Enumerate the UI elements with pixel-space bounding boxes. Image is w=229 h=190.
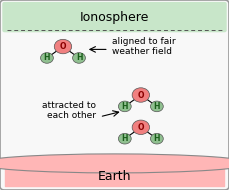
Text: H: H: [122, 134, 128, 143]
Circle shape: [132, 120, 150, 135]
Text: O: O: [60, 42, 66, 51]
Text: Ionosphere: Ionosphere: [80, 11, 149, 24]
Circle shape: [132, 88, 150, 102]
FancyBboxPatch shape: [2, 2, 227, 32]
Text: aligned to fair
weather field: aligned to fair weather field: [112, 37, 176, 56]
Text: O: O: [138, 90, 144, 100]
Text: H: H: [122, 102, 128, 111]
Ellipse shape: [0, 154, 229, 173]
Text: O: O: [138, 123, 144, 132]
Text: H: H: [154, 134, 160, 143]
Text: Earth: Earth: [98, 170, 131, 183]
Circle shape: [54, 39, 72, 54]
Text: H: H: [154, 102, 160, 111]
Circle shape: [150, 133, 163, 144]
Text: H: H: [44, 53, 50, 63]
Text: H: H: [76, 53, 82, 63]
Circle shape: [41, 53, 53, 63]
Circle shape: [150, 101, 163, 112]
Circle shape: [73, 53, 85, 63]
Circle shape: [118, 101, 131, 112]
Circle shape: [118, 133, 131, 144]
Text: attracted to
each other: attracted to each other: [42, 101, 96, 120]
